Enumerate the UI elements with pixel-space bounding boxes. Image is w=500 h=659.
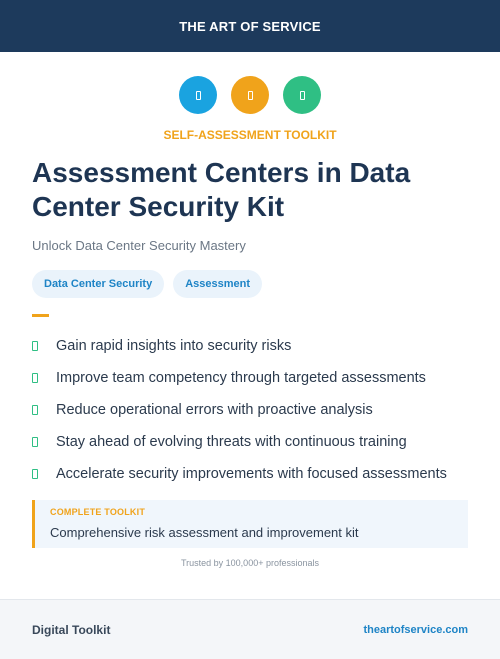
orange-icon-glyph bbox=[247, 90, 253, 100]
header-bar: THE ART OF SERVICE bbox=[0, 0, 500, 52]
list-item: Stay ahead of evolving threats with cont… bbox=[32, 426, 482, 458]
green-icon bbox=[283, 76, 321, 114]
orange-icon bbox=[231, 76, 269, 114]
blue-icon bbox=[179, 76, 217, 114]
subtitle: Unlock Data Center Security Mastery bbox=[32, 238, 246, 253]
callout-text: Comprehensive risk assessment and improv… bbox=[50, 525, 359, 540]
list-item: Accelerate security improvements with fo… bbox=[32, 458, 482, 490]
benefit-text: Stay ahead of evolving threats with cont… bbox=[56, 434, 407, 450]
tag-list: Data Center Security Assessment bbox=[32, 270, 263, 298]
blue-icon-glyph bbox=[195, 90, 201, 100]
website-link[interactable]: theartofservice.com bbox=[363, 623, 468, 636]
list-item: Gain rapid insights into security risks bbox=[32, 330, 482, 362]
benefit-text: Improve team competency through targeted… bbox=[56, 370, 426, 386]
check-icon bbox=[32, 469, 38, 479]
benefit-text: Reduce operational errors with proactive… bbox=[56, 402, 373, 418]
green-icon-glyph bbox=[299, 90, 305, 100]
kicker-label: SELF-ASSESSMENT TOOLKIT bbox=[163, 128, 337, 142]
callout-label: COMPLETE TOOLKIT bbox=[50, 507, 146, 517]
check-icon bbox=[32, 341, 38, 351]
footer-bar: Digital Toolkit theartofservice.com bbox=[0, 599, 500, 659]
toolkit-callout: COMPLETE TOOLKIT Comprehensive risk asse… bbox=[32, 500, 468, 548]
check-icon bbox=[32, 373, 38, 383]
icon-row bbox=[0, 76, 500, 114]
brand-title: THE ART OF SERVICE bbox=[179, 18, 321, 34]
benefit-text: Gain rapid insights into security risks bbox=[56, 338, 292, 354]
accent-divider bbox=[32, 314, 49, 317]
tag-data-center-security[interactable]: Data Center Security bbox=[32, 270, 165, 298]
footer-label: Digital Toolkit bbox=[32, 622, 111, 637]
check-icon bbox=[32, 437, 38, 447]
benefit-list: Gain rapid insights into security risks … bbox=[32, 330, 482, 490]
benefit-text: Accelerate security improvements with fo… bbox=[56, 466, 447, 482]
list-item: Reduce operational errors with proactive… bbox=[32, 394, 482, 426]
page-title: Assessment Centers in Data Center Securi… bbox=[32, 157, 411, 222]
tag-assessment[interactable]: Assessment bbox=[173, 270, 263, 298]
list-item: Improve team competency through targeted… bbox=[32, 362, 482, 394]
trust-note: Trusted by 100,000+ professionals bbox=[180, 558, 319, 568]
check-icon bbox=[32, 405, 38, 415]
